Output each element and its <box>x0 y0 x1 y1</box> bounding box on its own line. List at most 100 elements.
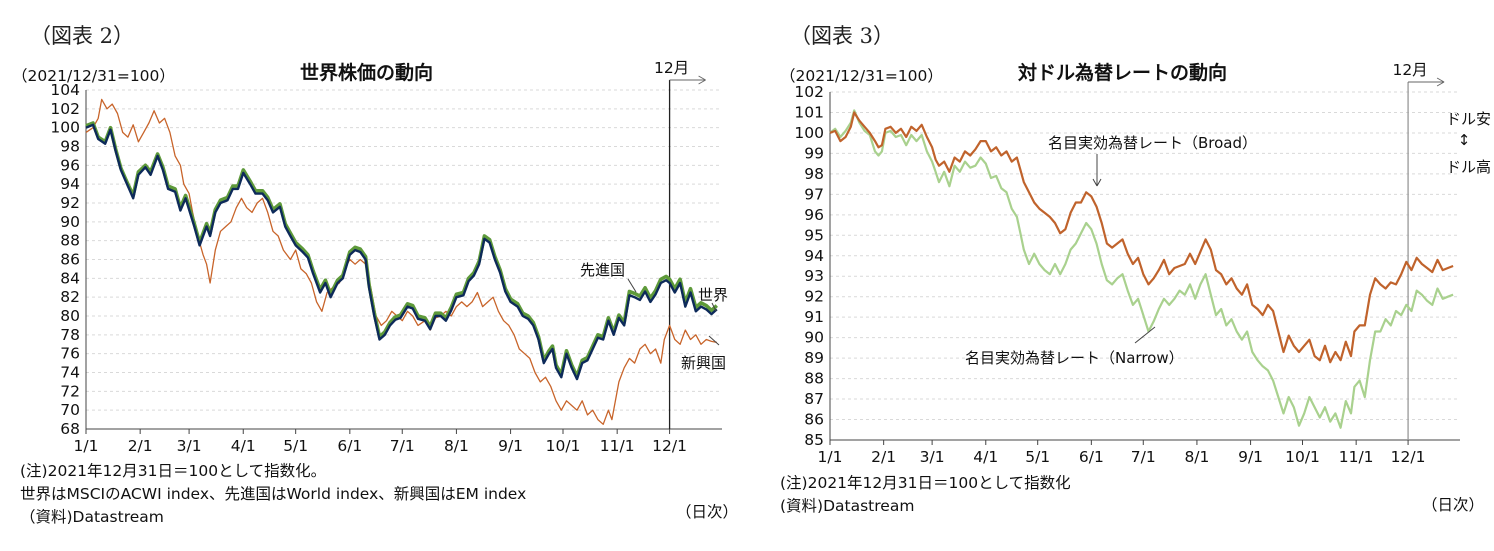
y-tick-label: 97 <box>804 185 824 203</box>
x-tick-label: 5/1 <box>283 437 308 455</box>
source-note: （資料)Datastream <box>20 508 164 526</box>
y-tick-label: 100 <box>794 124 824 142</box>
y-tick-label: 96 <box>60 156 80 174</box>
series-line-3 <box>85 98 717 425</box>
chart-title: 対ドル為替レートの動向 <box>1018 62 1228 84</box>
y-tick-label: 98 <box>60 138 80 156</box>
x-tick-label: 7/1 <box>390 437 415 455</box>
fx-chart-svg: 85 86 87 88 89 90 91 92 93 94 95 96 97 98 99 100 101 102 1… <box>794 61 1491 466</box>
y-tick-label: 84 <box>60 269 80 287</box>
annotation-broad: 名目実効為替レート（Broad） <box>1048 134 1257 152</box>
note-line-1: (注)2021年12月31日＝100として指数化。 <box>20 462 327 480</box>
y-tick-label: 85 <box>804 431 824 449</box>
unit-label: （日次） <box>676 503 739 521</box>
stock-chart-svg: 6870727476788082848688909294969810010210… <box>50 59 728 455</box>
note-line-2: 世界はMSCIのACWI index、先進国はWorld index、新興国はE… <box>20 485 527 503</box>
direction-arrow: ↕ <box>1458 131 1471 149</box>
y-tick-label: 86 <box>60 251 80 269</box>
x-tick-label: 4/1 <box>973 448 998 466</box>
y-tick-label: 72 <box>60 382 80 400</box>
x-tick-label: 3/1 <box>177 437 202 455</box>
y-tick-label: 101 <box>794 103 824 121</box>
annotation-world-pointer <box>711 302 717 312</box>
x-tick-label: 8/1 <box>444 437 469 455</box>
x-tick-label: 1/1 <box>818 448 843 466</box>
unit-label: （日次） <box>1422 496 1485 514</box>
annotation-narrow-pointer <box>1134 326 1156 344</box>
y-tick-label: 102 <box>794 83 824 101</box>
series-line-2 <box>829 109 1454 429</box>
series-line-1 <box>85 123 718 381</box>
x-tick-label: 2/1 <box>871 448 896 466</box>
y-tick-label: 94 <box>804 247 824 265</box>
chart-title: 世界株価の動向 <box>300 62 434 84</box>
y-tick-label: 94 <box>60 175 80 193</box>
x-tick-label: 4/1 <box>231 437 256 455</box>
x-tick-label: 10/1 <box>546 437 581 455</box>
december-arrow-head <box>1436 77 1445 87</box>
x-tick-label: 2/1 <box>128 437 153 455</box>
annotation-world: 世界 <box>698 286 728 304</box>
annotation-broad-arrowhead <box>1092 178 1102 187</box>
december-label: 12月 <box>654 59 689 77</box>
y-tick-label: 100 <box>50 119 80 137</box>
series-line-1 <box>829 111 1454 364</box>
y-tick-label: 89 <box>804 349 824 367</box>
y-tick-label: 88 <box>804 370 824 388</box>
base-note: （2021/12/31=100） <box>12 67 175 85</box>
y-tick-label: 90 <box>60 213 80 231</box>
y-tick-label: 86 <box>804 411 824 429</box>
base-note: （2021/12/31=100） <box>780 67 943 85</box>
y-tick-label: 74 <box>60 364 80 382</box>
x-tick-label: 7/1 <box>1131 448 1156 466</box>
x-tick-label: 10/1 <box>1285 448 1320 466</box>
y-tick-label: 95 <box>804 226 824 244</box>
y-tick-label: 78 <box>60 326 80 344</box>
y-tick-label: 70 <box>60 401 80 419</box>
y-tick-label: 93 <box>804 267 824 285</box>
y-tick-label: 80 <box>60 307 80 325</box>
y-tick-label: 92 <box>60 194 80 212</box>
y-tick-label: 96 <box>804 206 824 224</box>
x-tick-label: 5/1 <box>1025 448 1050 466</box>
x-tick-label: 11/1 <box>1339 448 1374 466</box>
y-tick-label: 104 <box>50 81 80 99</box>
source-note: (資料)Datastream <box>780 497 915 515</box>
x-tick-label: 3/1 <box>920 448 945 466</box>
x-tick-label: 12/1 <box>652 437 687 455</box>
x-tick-label: 9/1 <box>498 437 523 455</box>
x-tick-label: 11/1 <box>600 437 635 455</box>
annotation-narrow: 名目実効為替レート（Narrow） <box>965 349 1184 367</box>
december-label: 12月 <box>1392 61 1427 79</box>
direction-label-strong-dollar: ドル高 <box>1446 158 1491 176</box>
y-tick-label: 98 <box>804 165 824 183</box>
x-tick-label: 6/1 <box>1079 448 1104 466</box>
direction-label-weak-dollar: ドル安 <box>1446 110 1491 128</box>
y-tick-label: 87 <box>804 390 824 408</box>
annotation-developed: 先進国 <box>580 261 625 279</box>
annotation-emerging: 新興国 <box>681 354 726 372</box>
x-tick-label: 9/1 <box>1238 448 1263 466</box>
y-tick-label: 99 <box>804 144 824 162</box>
x-tick-label: 6/1 <box>337 437 362 455</box>
y-tick-label: 82 <box>60 288 80 306</box>
y-tick-label: 92 <box>804 288 824 306</box>
y-tick-label: 91 <box>804 308 824 326</box>
y-tick-label: 76 <box>60 345 80 363</box>
figure-label: （図表 2） <box>30 24 135 48</box>
y-tick-label: 68 <box>60 420 80 438</box>
stock-chart-panel: （図表 2） （2021/12/31=100） 世界株価の動向 68 70 72 74… <box>12 24 739 526</box>
fx-chart-panel: （図表 3） （2021/12/31=100） 対ドル為替レートの動向 85 86… <box>760 0 1494 551</box>
annotation-developed-pointer <box>627 278 637 293</box>
annotation-emerging-pointer <box>708 335 720 346</box>
y-tick-label: 90 <box>804 329 824 347</box>
x-tick-label: 8/1 <box>1184 448 1209 466</box>
y-tick-label: 88 <box>60 232 80 250</box>
x-tick-label: 12/1 <box>1391 448 1426 466</box>
december-arrow-head <box>698 75 706 85</box>
series-line-2 <box>85 121 719 379</box>
note-line-1: (注)2021年12月31日＝100として指数化 <box>780 474 1071 492</box>
x-tick-label: 1/1 <box>74 437 99 455</box>
y-tick-label: 102 <box>50 100 80 118</box>
figure-label: （図表 3） <box>790 24 895 48</box>
